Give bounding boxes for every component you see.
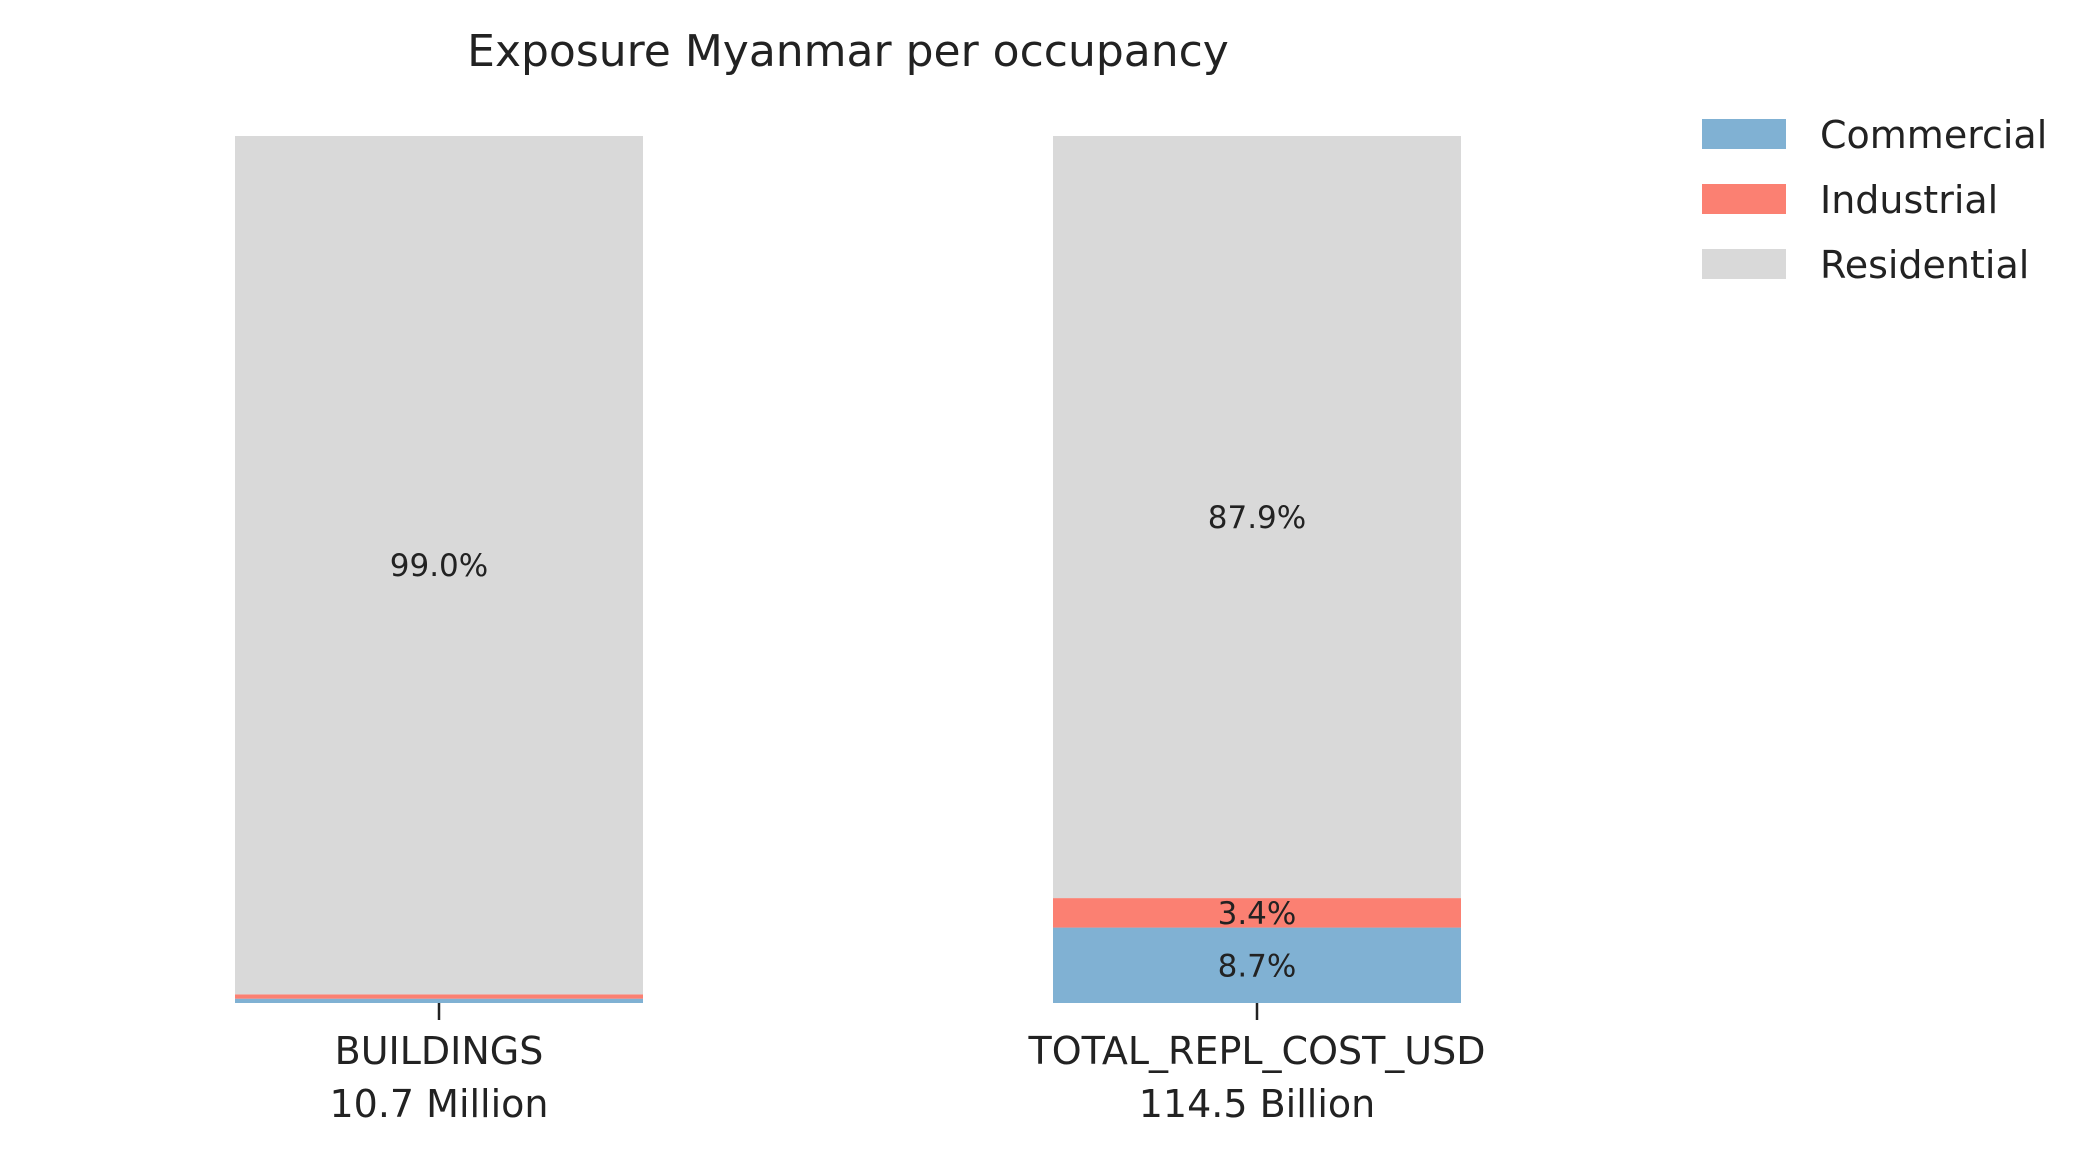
data-label: 99.0% (390, 548, 488, 584)
x-tick-total-label: 10.7 Million (329, 1082, 548, 1126)
legend-label-commercial: Commercial (1820, 113, 2047, 157)
bar-segment-residential-total_repl_cost_usd (1053, 136, 1461, 899)
data-label: 87.9% (1208, 500, 1306, 536)
data-label: 8.7% (1218, 948, 1297, 984)
x-tick-total-label: 114.5 Billion (1139, 1082, 1376, 1126)
bar-segment-commercial-total_repl_cost_usd (1053, 927, 1461, 1003)
legend-label-industrial: Industrial (1820, 178, 1998, 222)
data-label: 3.4% (1218, 896, 1297, 932)
bar-segment-residential-buildings (235, 136, 643, 995)
x-tick-label: TOTAL_REPL_COST_USD (1027, 1029, 1485, 1073)
legend-swatch-industrial (1702, 184, 1786, 214)
legend: Commercial Industrial Residential (1702, 113, 2047, 287)
bars-group: 99.0% 8.7% 3.4% 87.9% (235, 136, 1461, 1003)
x-tick-label: BUILDINGS (335, 1029, 544, 1073)
legend-label-residential: Residential (1820, 243, 2029, 287)
legend-swatch-commercial (1702, 119, 1786, 149)
chart-title: Exposure Myanmar per occupancy (467, 26, 1229, 77)
x-axis: BUILDINGS 10.7 Million TOTAL_REPL_COST_USD… (329, 1003, 1486, 1126)
bar-segment-industrial-buildings (235, 994, 643, 999)
bar-segment-commercial-buildings (235, 998, 643, 1003)
legend-swatch-residential (1702, 249, 1786, 279)
bar-segment-industrial-total_repl_cost_usd (1053, 898, 1461, 928)
